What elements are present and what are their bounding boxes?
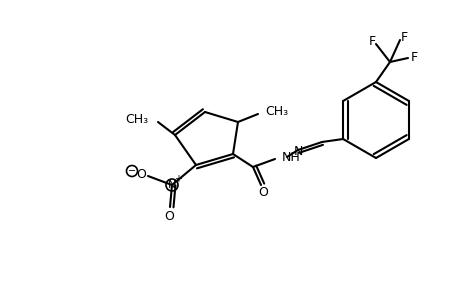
- Text: NH: NH: [281, 151, 300, 164]
- Text: O: O: [136, 167, 146, 181]
- Text: N: N: [168, 180, 176, 190]
- Text: O: O: [164, 211, 174, 224]
- Text: CH₃: CH₃: [124, 112, 148, 125]
- Text: F: F: [409, 50, 417, 64]
- Text: −: −: [128, 166, 136, 176]
- Text: F: F: [400, 31, 407, 44]
- Text: N: N: [293, 145, 302, 158]
- Text: +: +: [174, 174, 182, 184]
- Text: CH₃: CH₃: [264, 104, 287, 118]
- Text: F: F: [368, 34, 375, 47]
- Text: O: O: [257, 187, 267, 200]
